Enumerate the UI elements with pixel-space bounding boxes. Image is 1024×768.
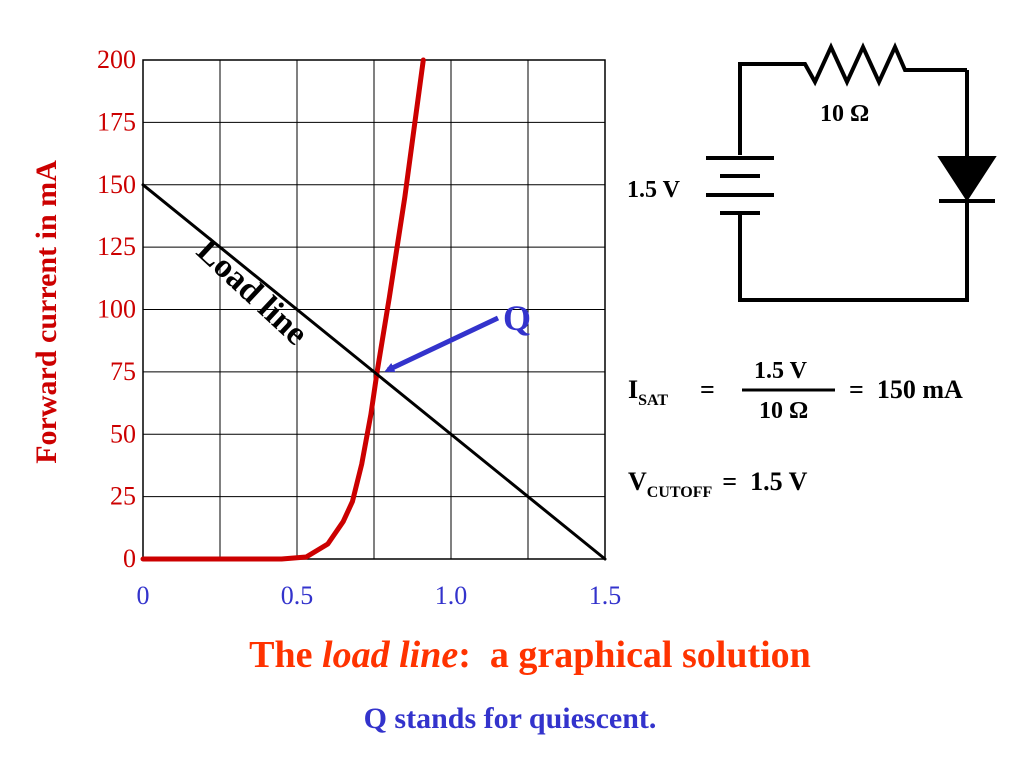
x-tick-label: 0: [137, 581, 150, 610]
isat-numerator: 1.5 V: [754, 358, 808, 384]
x-tick-label: 1.5: [589, 581, 622, 610]
load-line-series: [141, 183, 607, 561]
chart-grid: [142, 59, 606, 560]
isat-equals: =: [700, 375, 715, 404]
vcutoff-equation: VCUTOFF = 1.5 V: [628, 467, 808, 501]
wire-top-left: [738, 62, 795, 155]
battery-label: 1.5 V: [627, 177, 681, 203]
isat-denominator: 10 Ω: [759, 398, 808, 424]
resistor-icon: [795, 42, 967, 87]
circuit-diagram: [706, 42, 997, 302]
vcut-rhs: = 1.5 V: [722, 467, 807, 496]
q-arrow: [384, 315, 500, 373]
q-label: Q: [503, 298, 531, 338]
chart: 0 25 50 75 100 125 150 175 200 0 0.5 1.0 1.5: [97, 45, 621, 610]
vcut-main: V: [628, 467, 647, 496]
x-tick-label: 1.0: [435, 581, 468, 610]
y-tick-label: 175: [97, 107, 136, 136]
y-axis-label: Forward current in mA: [30, 160, 63, 464]
x-tick-label: 0.5: [281, 581, 314, 610]
y-tick-label: 75: [110, 357, 136, 386]
chart-series: [140, 57, 607, 562]
caption-title: The load line: a graphical solution: [249, 634, 811, 676]
vcut-sub: CUTOFF: [647, 484, 713, 501]
caption-part-2: load line: [322, 634, 458, 676]
load-line-label: Load line: [189, 232, 314, 352]
y-tick-label: 125: [97, 232, 136, 261]
isat-equation: ISAT = 1.5 V 10 Ω = 150 mA: [628, 358, 963, 424]
y-tick-label: 50: [110, 419, 136, 448]
y-tick-labels: 0 25 50 75 100 125 150 175 200: [97, 45, 136, 573]
y-tick-label: 200: [97, 45, 136, 74]
y-tick-label: 25: [110, 482, 136, 511]
y-tick-label: 150: [97, 170, 136, 199]
wire-right-bottom: [738, 201, 969, 302]
isat-result: = 150 mA: [849, 375, 963, 404]
x-tick-labels: 0 0.5 1.0 1.5: [137, 581, 622, 610]
isat-main: I: [628, 375, 638, 404]
isat-symbol: ISAT: [628, 375, 668, 409]
caption-part-1: The: [249, 634, 322, 676]
diode-curve-series: [140, 57, 426, 562]
isat-sub: SAT: [638, 392, 668, 409]
y-tick-label: 0: [123, 544, 136, 573]
y-tick-label: 100: [97, 295, 136, 324]
diode-icon: [937, 156, 997, 202]
resistor-label: 10 Ω: [820, 101, 869, 127]
caption-part-3: : a graphical solution: [458, 634, 811, 676]
caption-subtitle: Q stands for quiescent.: [364, 702, 657, 735]
